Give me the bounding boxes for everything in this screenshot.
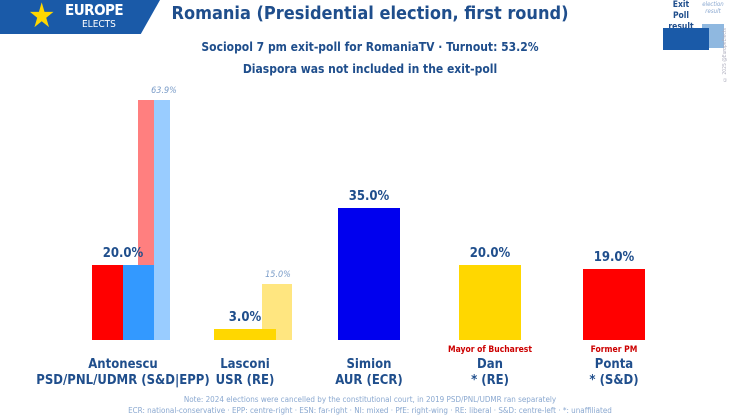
exit-poll-label: 3.0% xyxy=(228,309,262,325)
candidate-party: PSD/PNL/UDMR (S&D|EPP) xyxy=(36,373,210,388)
candidate-party: USR (RE) xyxy=(215,373,275,388)
legend-exit-swatch xyxy=(663,28,709,50)
bar-exit-poll xyxy=(459,264,521,340)
footer-legend: ECR: national-conservative · EPP: centre… xyxy=(128,406,612,415)
candidate-name: Ponta xyxy=(594,357,634,372)
candidate-name: Dan xyxy=(477,357,503,372)
chart-subtitle-2: Diaspora was not included in the exit-po… xyxy=(242,62,498,76)
bar-exit-poll xyxy=(214,328,276,340)
logo-text: EUROPE xyxy=(65,1,124,19)
candidate-note: Former PM xyxy=(590,345,638,355)
bar-previous xyxy=(154,99,170,340)
chart-title: Romania (Presidential election, first ro… xyxy=(171,3,569,24)
chart-subtitle: Sociopol 7 pm exit-poll for RomaniaTV · … xyxy=(201,40,539,54)
candidate-party: AUR (ECR) xyxy=(335,373,403,388)
exit-poll-label: 20.0% xyxy=(102,245,144,261)
footer-note: Note: 2024 elections were cancelled by t… xyxy=(183,395,557,404)
bar-exit-poll xyxy=(583,268,645,340)
logo-text-2: ELECTS xyxy=(82,19,116,30)
candidate-name: Lasconi xyxy=(220,357,270,372)
exit-poll-label: 19.0% xyxy=(593,249,635,265)
previous-label: 63.9% xyxy=(151,85,177,96)
exit-poll-label: 20.0% xyxy=(469,245,511,261)
copyright: © 2025 @EuropeElects xyxy=(722,28,728,83)
previous-label: 15.0% xyxy=(265,269,291,280)
candidate-party: * (RE) xyxy=(471,373,509,388)
exit-poll-label: 35.0% xyxy=(348,189,390,205)
candidate-party: * (S&D) xyxy=(589,373,639,388)
candidate-name: Antonescu xyxy=(88,357,158,372)
candidate-note: Mayor of Bucharest xyxy=(448,345,532,355)
europe-elects-logo: ★ EUROPE ELECTS xyxy=(0,0,160,34)
star-icon: ★ xyxy=(28,0,56,36)
legend-election: election result xyxy=(702,1,724,15)
bar-exit-poll xyxy=(92,264,123,340)
candidate-name: Simion xyxy=(346,357,392,372)
bar-exit-poll xyxy=(338,208,400,340)
bar-exit-poll xyxy=(123,264,154,340)
legend-exit-poll: Exit Poll result xyxy=(668,0,694,32)
